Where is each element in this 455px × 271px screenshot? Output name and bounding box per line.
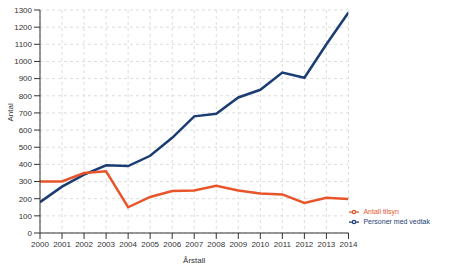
svg-text:2000: 2000 [31, 240, 49, 249]
svg-text:400: 400 [19, 160, 33, 169]
svg-text:300: 300 [19, 177, 33, 186]
svg-text:1300: 1300 [14, 6, 32, 15]
svg-text:900: 900 [19, 74, 33, 83]
svg-text:2011: 2011 [274, 240, 292, 249]
svg-text:100: 100 [19, 212, 33, 221]
svg-text:2002: 2002 [75, 240, 93, 249]
svg-text:1200: 1200 [14, 23, 32, 32]
svg-text:2003: 2003 [97, 240, 115, 249]
svg-text:800: 800 [19, 92, 33, 101]
svg-text:500: 500 [19, 143, 33, 152]
svg-text:1000: 1000 [14, 57, 32, 66]
svg-text:2001: 2001 [53, 240, 71, 249]
svg-text:1100: 1100 [15, 40, 33, 49]
svg-text:2008: 2008 [207, 240, 225, 249]
svg-text:2013: 2013 [318, 240, 336, 249]
svg-text:200: 200 [19, 195, 33, 204]
svg-text:2010: 2010 [251, 240, 269, 249]
html-text:Personer med vedtak: Personer med vedtak [363, 217, 430, 225]
svg-text:600: 600 [19, 126, 33, 135]
svg-text:Antal: Antal [8, 103, 15, 121]
svg-text:Årstall: Årstall [183, 256, 205, 265]
svg-text:2006: 2006 [163, 240, 181, 249]
svg-text:2014: 2014 [340, 240, 358, 249]
svg-text:2007: 2007 [185, 240, 203, 249]
svg-text:2012: 2012 [295, 240, 313, 249]
svg-text:2005: 2005 [141, 240, 159, 249]
svg-text:0: 0 [28, 229, 33, 238]
svg-text:700: 700 [19, 109, 33, 118]
html-text:Antall tilsyn: Antall tilsyn [363, 207, 399, 215]
svg-text:2004: 2004 [119, 240, 137, 249]
svg-text:2009: 2009 [229, 240, 247, 249]
